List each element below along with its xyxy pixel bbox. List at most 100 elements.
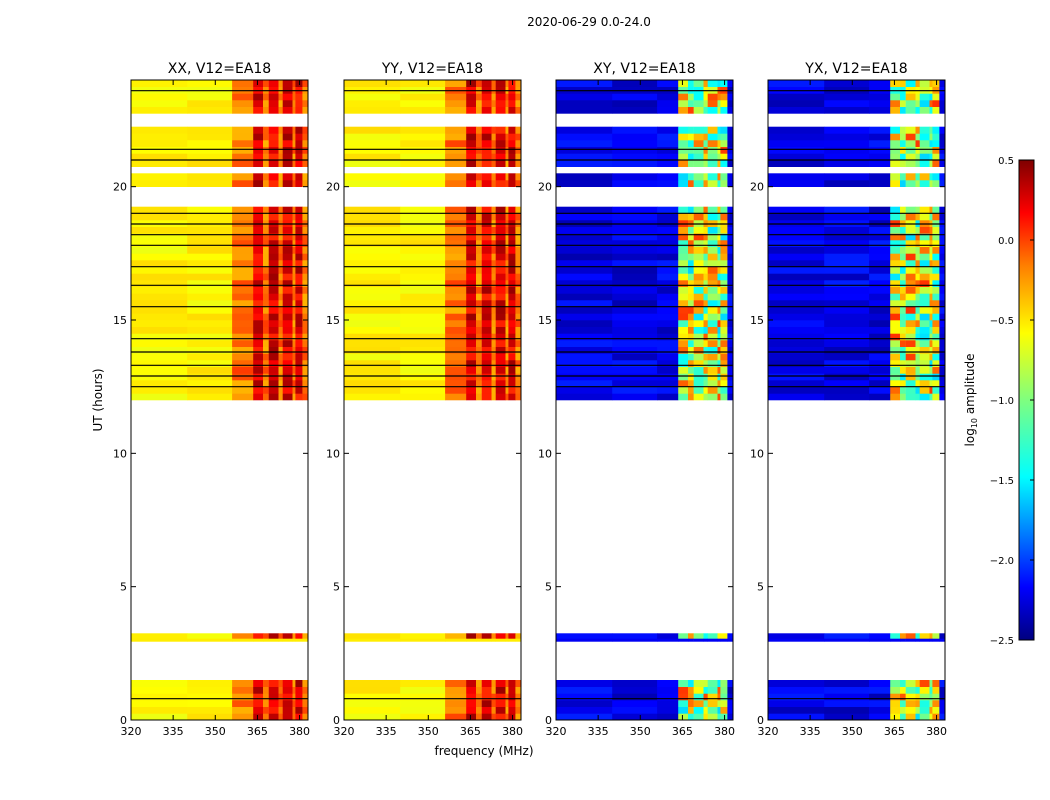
heatmap-cell: [268, 293, 279, 301]
heatmap-cell: [282, 293, 293, 301]
heatmap-cell: [678, 93, 689, 101]
heatmap-cell: [556, 106, 613, 114]
heatmap-cell: [295, 700, 303, 707]
heatmap-cell: [505, 213, 509, 221]
heatmap-cell: [824, 273, 870, 281]
heatmap-cell: [657, 233, 679, 241]
heatmap-cell: [905, 366, 916, 374]
heatmap-cell: [693, 173, 704, 181]
heatmap-cell: [400, 393, 446, 401]
heatmap-cell: [268, 346, 279, 354]
x-tick-label: 380: [289, 725, 310, 738]
heatmap-cell: [939, 300, 946, 307]
heatmap-cell: [481, 146, 492, 154]
panel-title: XX, V12=EA18: [168, 61, 271, 77]
heatmap-cell: [727, 353, 734, 361]
y-tick-label: 10: [538, 447, 552, 460]
heatmap-cell: [344, 140, 401, 147]
heatmap-cell: [824, 300, 870, 307]
heatmap-cell: [232, 240, 254, 247]
heatmap-cell: [278, 233, 283, 241]
y-tick-label: 0: [333, 714, 340, 727]
heatmap-cell: [292, 333, 296, 341]
heatmap-cell: [481, 333, 492, 341]
heatmap-cell: [768, 126, 825, 134]
heatmap-cell: [476, 680, 482, 687]
panel-frame: [555, 79, 734, 721]
heatmap-cell: [693, 320, 704, 327]
heatmap-cell: [344, 293, 401, 301]
heatmap-cell: [481, 693, 492, 701]
heatmap-cell: [508, 386, 516, 394]
heatmap-cell: [932, 126, 940, 134]
heatmap-cell: [515, 326, 522, 334]
heatmap-cell: [505, 260, 509, 267]
heatmap-cell: [278, 206, 283, 214]
heatmap-cell: [727, 386, 734, 394]
heatmap-cell: [344, 273, 401, 281]
heatmap-cell: [693, 326, 704, 334]
heatmap-cell: [890, 173, 901, 181]
heatmap-cell: [263, 353, 269, 361]
heatmap-cell: [707, 106, 718, 114]
heatmap-cell: [302, 360, 309, 367]
heatmap-cell: [400, 206, 446, 214]
heatmap-cell: [939, 233, 946, 241]
heatmap-cell: [515, 140, 522, 147]
heatmap-cell: [253, 320, 264, 327]
heatmap-cell: [263, 173, 269, 181]
heatmap-cell: [707, 206, 718, 214]
heatmap-cell: [476, 360, 482, 367]
heatmap-cell: [890, 253, 901, 261]
heatmap-cell: [890, 133, 901, 141]
heatmap-cell: [720, 713, 728, 721]
heatmap-cell: [717, 180, 721, 187]
heatmap-cell: [688, 320, 694, 327]
heatmap-cell: [919, 380, 930, 387]
heatmap-cell: [292, 393, 296, 401]
heatmap-cell: [612, 326, 658, 334]
heatmap-cell: [495, 80, 506, 87]
heatmap-cell: [717, 638, 721, 642]
heatmap-cell: [282, 340, 293, 347]
heatmap-cell: [491, 693, 496, 701]
heatmap-cell: [717, 366, 721, 374]
heatmap-cell: [278, 280, 283, 287]
heatmap-cell: [707, 213, 718, 221]
heatmap-cell: [505, 253, 509, 261]
heatmap-cell: [657, 320, 679, 327]
heatmap-cell: [292, 280, 296, 287]
x-tick-label: 320: [334, 725, 355, 738]
heatmap-cell: [263, 106, 269, 114]
heatmap-cell: [515, 133, 522, 141]
heatmap-cell: [263, 333, 269, 341]
heatmap-cell: [900, 366, 906, 374]
heatmap-cell: [693, 286, 704, 294]
heatmap-cell: [495, 93, 506, 101]
heatmap-cell: [445, 80, 467, 87]
y-tick-label: 15: [113, 314, 127, 327]
heatmap-cell: [717, 100, 721, 107]
heatmap-cell: [344, 80, 401, 87]
heatmap-cell: [253, 146, 264, 154]
heatmap-cell: [932, 240, 940, 247]
heatmap-cell: [556, 333, 613, 341]
heatmap-cell: [445, 320, 467, 327]
heatmap-cell: [508, 638, 516, 642]
heatmap-cell: [869, 173, 891, 181]
heatmap-cell: [727, 133, 734, 141]
heatmap-cell: [890, 326, 901, 334]
heatmap-cell: [268, 253, 279, 261]
heatmap-cell: [476, 93, 482, 101]
heatmap-cell: [890, 360, 901, 367]
heatmap-cell: [481, 160, 492, 167]
heatmap-cell: [932, 106, 940, 114]
heatmap-cell: [905, 360, 916, 367]
heatmap-cell: [900, 286, 906, 294]
heatmap-cell: [900, 320, 906, 327]
heatmap-cell: [657, 380, 679, 387]
heatmap-cell: [302, 153, 309, 161]
heatmap-cell: [187, 126, 233, 134]
heatmap-cell: [445, 706, 467, 714]
heatmap-cell: [824, 246, 870, 254]
